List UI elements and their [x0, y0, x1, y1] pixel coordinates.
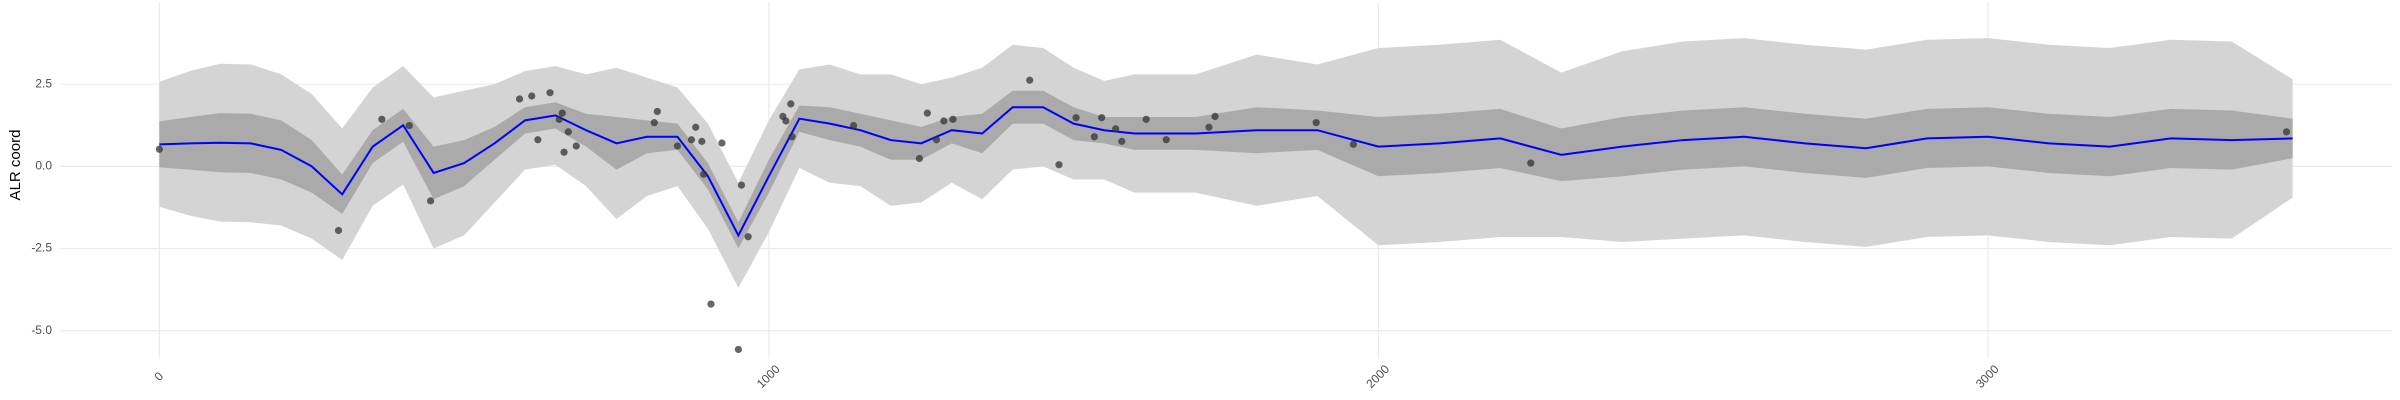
- x-tick-label: 0: [151, 369, 166, 384]
- data-point: [334, 226, 343, 235]
- data-point: [1527, 159, 1535, 167]
- data-point: [788, 133, 796, 141]
- data-point: [949, 115, 957, 123]
- data-point: [1142, 115, 1150, 123]
- data-point: [1162, 136, 1170, 144]
- data-point: [940, 117, 948, 125]
- data-point: [849, 122, 858, 130]
- data-point: [653, 107, 661, 116]
- data-point: [1098, 114, 1106, 122]
- data-point: [698, 137, 706, 145]
- data-point: [515, 95, 524, 103]
- x-tick-label: 1000: [754, 362, 783, 391]
- data-point: [1055, 161, 1063, 169]
- y-tick-label: -5.0: [31, 323, 52, 337]
- data-point: [546, 89, 554, 97]
- y-axis-title: ALR coord: [7, 130, 24, 201]
- data-point: [405, 122, 413, 130]
- data-point: [558, 109, 566, 117]
- data-point: [1112, 125, 1120, 133]
- data-point: [707, 300, 715, 308]
- data-point: [2282, 128, 2291, 136]
- data-point: [673, 142, 682, 150]
- data-point: [534, 136, 542, 144]
- y-tick-label: -2.5: [31, 241, 52, 255]
- data-point: [734, 345, 742, 354]
- data-point: [687, 136, 696, 144]
- data-point: [560, 148, 568, 156]
- data-point: [1349, 140, 1357, 148]
- data-point: [378, 115, 386, 123]
- data-point: [1072, 114, 1080, 122]
- y-tick-label: 2.5: [35, 76, 52, 90]
- x-tick-label: 2000: [1363, 362, 1392, 391]
- data-point: [1312, 119, 1320, 127]
- data-point: [650, 119, 658, 127]
- data-point: [1026, 76, 1034, 84]
- data-point: [1118, 137, 1126, 145]
- ribbon: [159, 38, 2293, 288]
- data-point: [1090, 133, 1098, 141]
- data-point: [737, 181, 746, 189]
- data-point: [564, 128, 572, 136]
- x-tick-label: 3000: [1973, 362, 2002, 391]
- data-point: [692, 123, 700, 131]
- data-point: [700, 170, 708, 178]
- data-point: [1205, 123, 1213, 131]
- data-point: [782, 117, 790, 125]
- data-point: [923, 109, 931, 117]
- data-point: [1211, 112, 1219, 120]
- data-point: [528, 92, 536, 100]
- data-point: [915, 154, 924, 163]
- data-point: [572, 142, 580, 150]
- data-point: [555, 115, 563, 123]
- data-point: [932, 136, 941, 144]
- data-point: [787, 100, 795, 108]
- y-tick-label: 0.0: [35, 159, 52, 173]
- data-point: [426, 197, 435, 205]
- data-point: [155, 145, 163, 153]
- data-point: [744, 233, 752, 241]
- data-point: [718, 139, 726, 147]
- ribbon: [159, 90, 2293, 249]
